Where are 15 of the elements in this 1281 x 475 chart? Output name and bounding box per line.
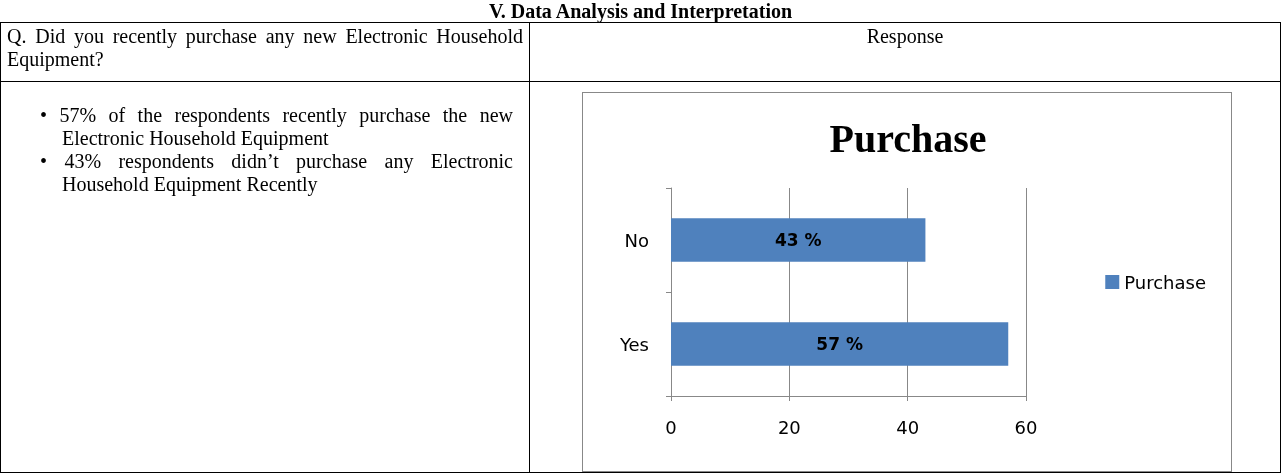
text: Response xyxy=(529,22,1281,82)
chart-title: Purchase xyxy=(829,115,987,161)
y-tick-label: Yes xyxy=(618,333,649,355)
legend-label: Purchase xyxy=(1124,271,1207,293)
data-label: 57 % xyxy=(816,334,863,354)
text: Q. Did you recently purchase any new Electronic Household Equipment? xyxy=(0,22,530,82)
y-tick-label: No xyxy=(624,229,649,251)
x-tick-label: 40 xyxy=(896,416,920,438)
data-label: 43 % xyxy=(774,230,822,250)
x-tick-label: 20 xyxy=(777,416,801,438)
x-tick-label: 0 xyxy=(665,416,677,438)
text: V. Data Analysis and Interpretation xyxy=(487,0,794,22)
text: • 43% respondents didn’t purchase any Electronic Household Equipment Recently xyxy=(40,150,513,196)
x-tick-label: 60 xyxy=(1014,416,1038,438)
text: • 57% of the respondents recently purchase the new Electronic Household Equipment xyxy=(40,104,513,150)
